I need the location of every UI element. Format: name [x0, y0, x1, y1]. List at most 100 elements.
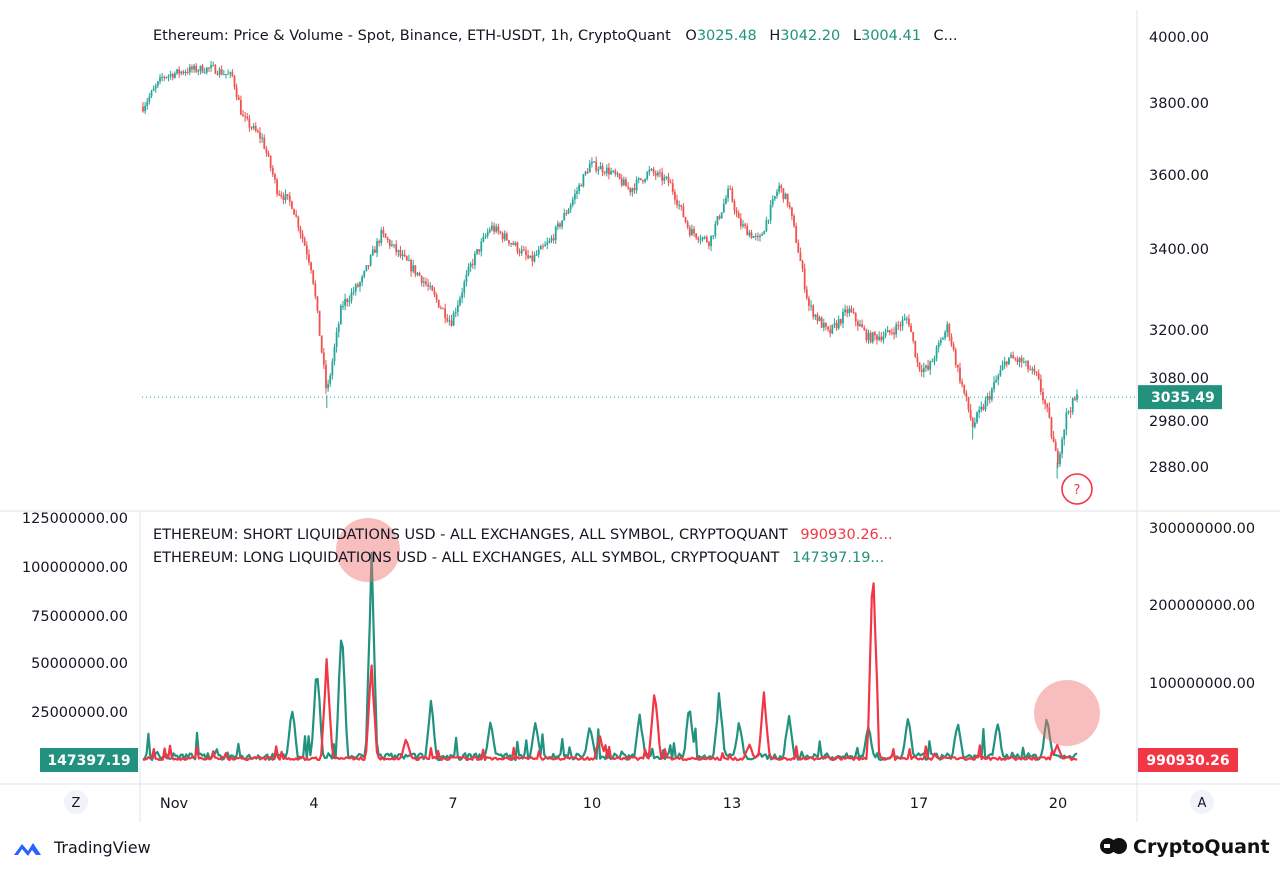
candle-body	[310, 262, 312, 271]
candle-body	[446, 318, 449, 322]
candle-body	[650, 168, 653, 170]
short-value-badge-text: 990930.26	[1146, 753, 1229, 769]
candle-body	[965, 392, 968, 398]
candle-body	[993, 382, 995, 389]
candle-body	[605, 167, 608, 174]
candle-body	[661, 172, 664, 181]
candle-body	[1022, 362, 1025, 364]
candle-body	[546, 242, 549, 245]
candle-body	[908, 318, 910, 326]
candle-body	[205, 67, 208, 73]
candle-body	[1020, 357, 1023, 363]
candle-body	[212, 65, 215, 67]
candle-body	[669, 182, 672, 184]
cryptoquant-logo: CryptoQuant	[1100, 836, 1270, 858]
candle-body	[527, 255, 529, 258]
candle-body	[935, 347, 938, 359]
long-legend-title: ETHEREUM: LONG LIQUIDATIONS USD - ALL EX…	[153, 550, 780, 566]
candle-body	[278, 194, 281, 196]
candle-body	[895, 324, 898, 335]
candle-body	[518, 251, 521, 254]
candle-body	[352, 291, 355, 293]
candle-body	[369, 255, 372, 266]
candle-body	[820, 317, 823, 328]
candle-body	[1008, 357, 1010, 365]
candle-body	[267, 153, 270, 157]
candle-body	[1014, 358, 1017, 360]
candle-body	[618, 173, 621, 179]
candle-body	[933, 358, 936, 362]
candle-body	[899, 325, 902, 327]
candle-body	[865, 329, 868, 341]
candle-body	[795, 226, 798, 243]
liquidations-left-axis: 125000000.00 100000000.00 75000000.00 50000…	[22, 511, 128, 721]
candle-body	[1003, 361, 1006, 366]
candle-body	[771, 199, 774, 205]
candle-body	[663, 177, 666, 181]
candle-body	[335, 332, 338, 348]
candle-body	[1046, 404, 1049, 408]
liq-right-tick-label: 300000000.00	[1149, 521, 1255, 537]
candle-body	[354, 284, 357, 292]
candle-body	[1050, 417, 1053, 437]
candle-body	[739, 218, 742, 227]
candle-body	[876, 335, 878, 340]
question-marker[interactable]: ?	[1061, 473, 1093, 505]
liq-right-tick-label: 200000000.00	[1149, 598, 1255, 614]
long-spike-highlight	[336, 518, 400, 582]
candle-body	[850, 308, 853, 312]
candle-body	[146, 101, 149, 106]
candle-body	[705, 237, 708, 243]
candle-body	[997, 375, 1000, 380]
candle-body	[1067, 411, 1070, 413]
candle-body	[576, 191, 578, 194]
time-axis-label: 13	[723, 796, 741, 812]
candle-body	[299, 227, 302, 234]
auto-scale-left-button[interactable]: Z	[64, 790, 88, 814]
candle-body	[167, 75, 170, 78]
candle-body	[822, 322, 825, 328]
candle-body	[584, 171, 587, 175]
candle-body	[852, 311, 855, 314]
candle-body	[408, 260, 410, 262]
candle-body	[608, 167, 610, 175]
candle-body	[639, 178, 642, 180]
candle-body	[148, 96, 151, 102]
candle-body	[946, 324, 949, 333]
last-price-badge-text: 3035.49	[1151, 390, 1215, 406]
candle-body	[252, 126, 255, 129]
candle-body	[401, 254, 404, 256]
candle-body	[235, 87, 238, 98]
candle-body	[256, 130, 259, 133]
candle-body	[1042, 391, 1044, 401]
candle-body	[220, 69, 223, 75]
auto-scale-right-button[interactable]: A	[1190, 790, 1214, 814]
candle-body	[1033, 368, 1036, 372]
short-liquidations-legend: ETHEREUM: SHORT LIQUIDATIONS USD - ALL E…	[153, 527, 893, 543]
candle-body	[799, 252, 802, 262]
candle-body	[680, 205, 683, 207]
high-label: H	[769, 28, 780, 44]
last-price-badge: 3035.49	[1138, 385, 1222, 410]
candle-body	[995, 379, 998, 383]
candle-body	[488, 229, 491, 233]
candle-body	[582, 174, 585, 187]
candle-body	[750, 232, 753, 238]
candle-body	[1039, 379, 1042, 392]
candle-body	[742, 224, 744, 227]
candle-body	[529, 255, 532, 258]
candle-body	[903, 318, 906, 321]
candle-body	[416, 272, 419, 275]
candle-body	[531, 255, 534, 262]
question-marker-text: ?	[1074, 483, 1081, 498]
candle-body	[216, 73, 219, 75]
candle-body	[359, 282, 361, 287]
tradingview-logo[interactable]: TradingView	[14, 838, 151, 857]
candle-body	[848, 308, 851, 314]
candle-body	[233, 76, 236, 88]
candle-body	[461, 292, 464, 299]
candle-body	[1069, 411, 1072, 413]
candle-body	[803, 268, 806, 290]
candle-body	[622, 179, 625, 186]
candle-body	[637, 178, 640, 180]
